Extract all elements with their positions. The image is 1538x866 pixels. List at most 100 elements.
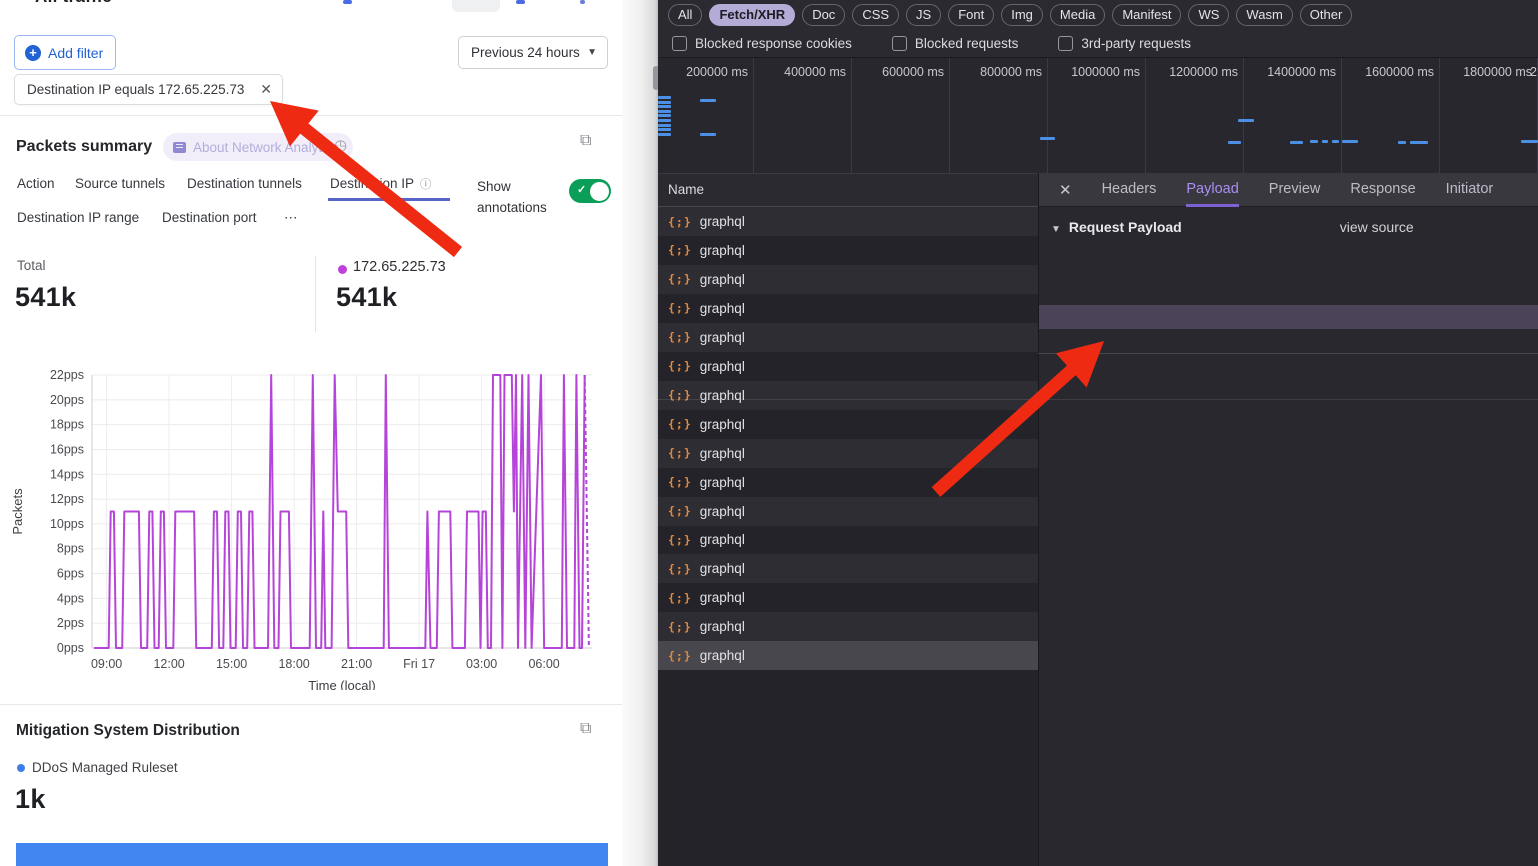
- request-name: graphql: [699, 416, 745, 432]
- request-timing-bar: [1238, 119, 1254, 122]
- mitigation-legend-label: DDoS Managed Ruleset: [32, 760, 178, 775]
- chevron-down-icon: ▼: [587, 47, 597, 58]
- tab-destination-ip-range[interactable]: Destination IP range: [17, 210, 140, 225]
- checkbox-blocked-response-cookies[interactable]: Blocked response cookies: [672, 35, 852, 51]
- book-icon: [173, 141, 186, 153]
- request-name: graphql: [699, 561, 745, 577]
- close-icon[interactable]: ✕: [1059, 181, 1072, 199]
- timeline-tick-label: 200000 ms: [686, 65, 748, 79]
- request-row[interactable]: {;} graphql: [658, 322, 1038, 352]
- payload-row-variables[interactable]: ▶ variables: {accountTag: "b12e3b2192ee5…: [1039, 329, 1538, 353]
- caret-down-icon[interactable]: ▼: [1051, 224, 1061, 235]
- name-column-header[interactable]: Name: [658, 173, 1038, 207]
- filter-pill-ws[interactable]: WS: [1188, 3, 1230, 26]
- request-row[interactable]: {;} graphql: [658, 410, 1038, 439]
- request-timing-bar: [658, 114, 671, 118]
- checkbox-label: 3rd-party requests: [1081, 35, 1191, 51]
- checkbox-blocked-requests[interactable]: Blocked requests: [891, 35, 1018, 51]
- request-row[interactable]: {;} graphql: [658, 264, 1038, 294]
- tab-item[interactable]: ⋯: [284, 210, 298, 225]
- request-timing-bar: [658, 96, 671, 99]
- tab-payload[interactable]: Payload: [1186, 173, 1239, 207]
- timeline-tick-label: 2: [1530, 65, 1537, 79]
- timeline-gridline: [1439, 58, 1440, 173]
- expand-card-icon[interactable]: ⧉: [580, 720, 592, 737]
- request-row[interactable]: {;} graphql: [658, 380, 1038, 410]
- request-row[interactable]: {;} graphql: [658, 496, 1038, 526]
- time-range-dropdown[interactable]: Previous 24 hours ▼: [458, 36, 608, 69]
- request-timing-bar: [1410, 141, 1428, 144]
- tab-destination-tunnels[interactable]: Destination tunnels: [187, 176, 302, 191]
- svg-text:2pps: 2pps: [57, 616, 84, 630]
- request-name: graphql: [699, 590, 745, 606]
- mitigation-bar: [16, 843, 608, 866]
- payload-root-row[interactable]: ▼ {operationName: "ipFlowTimeseries", va…: [1039, 257, 1538, 281]
- request-timing-bar: [1310, 140, 1318, 143]
- request-row[interactable]: {;} graphql: [658, 468, 1038, 497]
- close-icon[interactable]: ✕: [260, 81, 272, 97]
- svg-text:Fri 17: Fri 17: [403, 657, 435, 671]
- timeline-gridline: [949, 58, 950, 173]
- view-source-link[interactable]: view source: [1339, 219, 1414, 235]
- toolbar-fragment: [343, 0, 352, 4]
- timeline-tick-label: 800000 ms: [980, 65, 1042, 79]
- timeline-tick-label: 1200000 ms: [1169, 65, 1238, 79]
- filter-pill-js[interactable]: JS: [906, 3, 942, 26]
- toggle-knob: [589, 181, 609, 201]
- filter-pill-img[interactable]: Img: [1001, 3, 1043, 26]
- checkbox-box: [672, 35, 687, 51]
- request-timing-bar: [1290, 141, 1303, 144]
- filter-pill-css[interactable]: CSS: [852, 3, 900, 26]
- filter-chip[interactable]: Destination IP equals 172.65.225.73 ✕: [14, 74, 283, 105]
- filter-pill-other[interactable]: Other: [1299, 3, 1353, 26]
- tab-initiator[interactable]: Initiator: [1445, 180, 1494, 197]
- toolbar-fragment: [452, 0, 500, 12]
- request-name: graphql: [699, 329, 745, 345]
- request-row[interactable]: {;} graphql: [658, 641, 1038, 671]
- timeline-gridline: [1145, 58, 1146, 173]
- request-row[interactable]: {;} graphql: [658, 612, 1038, 642]
- tab-headers[interactable]: Headers: [1101, 180, 1157, 197]
- series-legend-dot: [338, 265, 347, 274]
- clock-icon: ◷: [334, 137, 348, 154]
- tab-action[interactable]: Action: [17, 176, 55, 191]
- request-row[interactable]: {;} graphql: [658, 207, 1038, 236]
- filter-pill-media[interactable]: Media: [1049, 3, 1106, 26]
- request-row[interactable]: {;} graphql: [658, 236, 1038, 265]
- request-timing-bar: [1398, 141, 1406, 144]
- add-filter-button[interactable]: + Add filter: [14, 35, 116, 70]
- tab-response[interactable]: Response: [1350, 180, 1416, 197]
- filter-pill-doc[interactable]: Doc: [802, 3, 846, 26]
- svg-text:16pps: 16pps: [50, 442, 84, 456]
- tab-preview[interactable]: Preview: [1268, 180, 1321, 197]
- checkbox-3rd-party-requests[interactable]: 3rd-party requests: [1058, 35, 1191, 51]
- request-timing-bar: [658, 105, 671, 109]
- filter-pill-font[interactable]: Font: [948, 3, 995, 26]
- request-row[interactable]: {;} graphql: [658, 554, 1038, 584]
- tab-destination-ip[interactable]: Destination IP ⓘ: [330, 176, 432, 191]
- request-row[interactable]: {;} graphql: [658, 352, 1038, 381]
- tab-destination-port[interactable]: Destination port: [162, 210, 257, 225]
- checkbox-box: [891, 35, 907, 51]
- svg-text:20pps: 20pps: [50, 393, 84, 407]
- request-row[interactable]: {;} graphql: [658, 583, 1038, 612]
- tab-source-tunnels[interactable]: Source tunnels: [75, 176, 166, 191]
- request-row[interactable]: {;} graphql: [658, 438, 1038, 468]
- network-overview-timeline[interactable]: 200000 ms 400000 ms 600000 ms 800000 ms 1000…: [658, 58, 1538, 173]
- filter-pill-wasm[interactable]: Wasm: [1236, 3, 1293, 26]
- divider: [315, 256, 316, 332]
- payload-row-operationname[interactable]: operationName: "ipFlowTimeseries": [1039, 281, 1538, 305]
- filter-pill-all[interactable]: All: [668, 3, 703, 26]
- payload-row-query[interactable]: query: "query ipFlowTimeseries($accountT…: [1039, 305, 1538, 329]
- filter-pill-manifest[interactable]: Manifest: [1112, 3, 1182, 26]
- request-row[interactable]: {;} graphql: [658, 525, 1038, 554]
- svg-text:18:00: 18:00: [278, 657, 309, 671]
- expand-card-icon[interactable]: ⧉: [580, 132, 592, 149]
- request-row[interactable]: {;} graphql: [658, 294, 1038, 323]
- scroll-indicator[interactable]: [653, 66, 659, 90]
- filter-pill-fetch-xhr[interactable]: Fetch/XHR: [709, 3, 796, 26]
- network-analytics-panel: All traffic + Add filter Previous 24 hou…: [0, 0, 622, 866]
- mitigation-legend-dot: [17, 764, 25, 772]
- about-network-analytics-badge[interactable]: About Network Analytics: [163, 133, 353, 161]
- show-annotations-toggle[interactable]: ✓: [569, 179, 611, 203]
